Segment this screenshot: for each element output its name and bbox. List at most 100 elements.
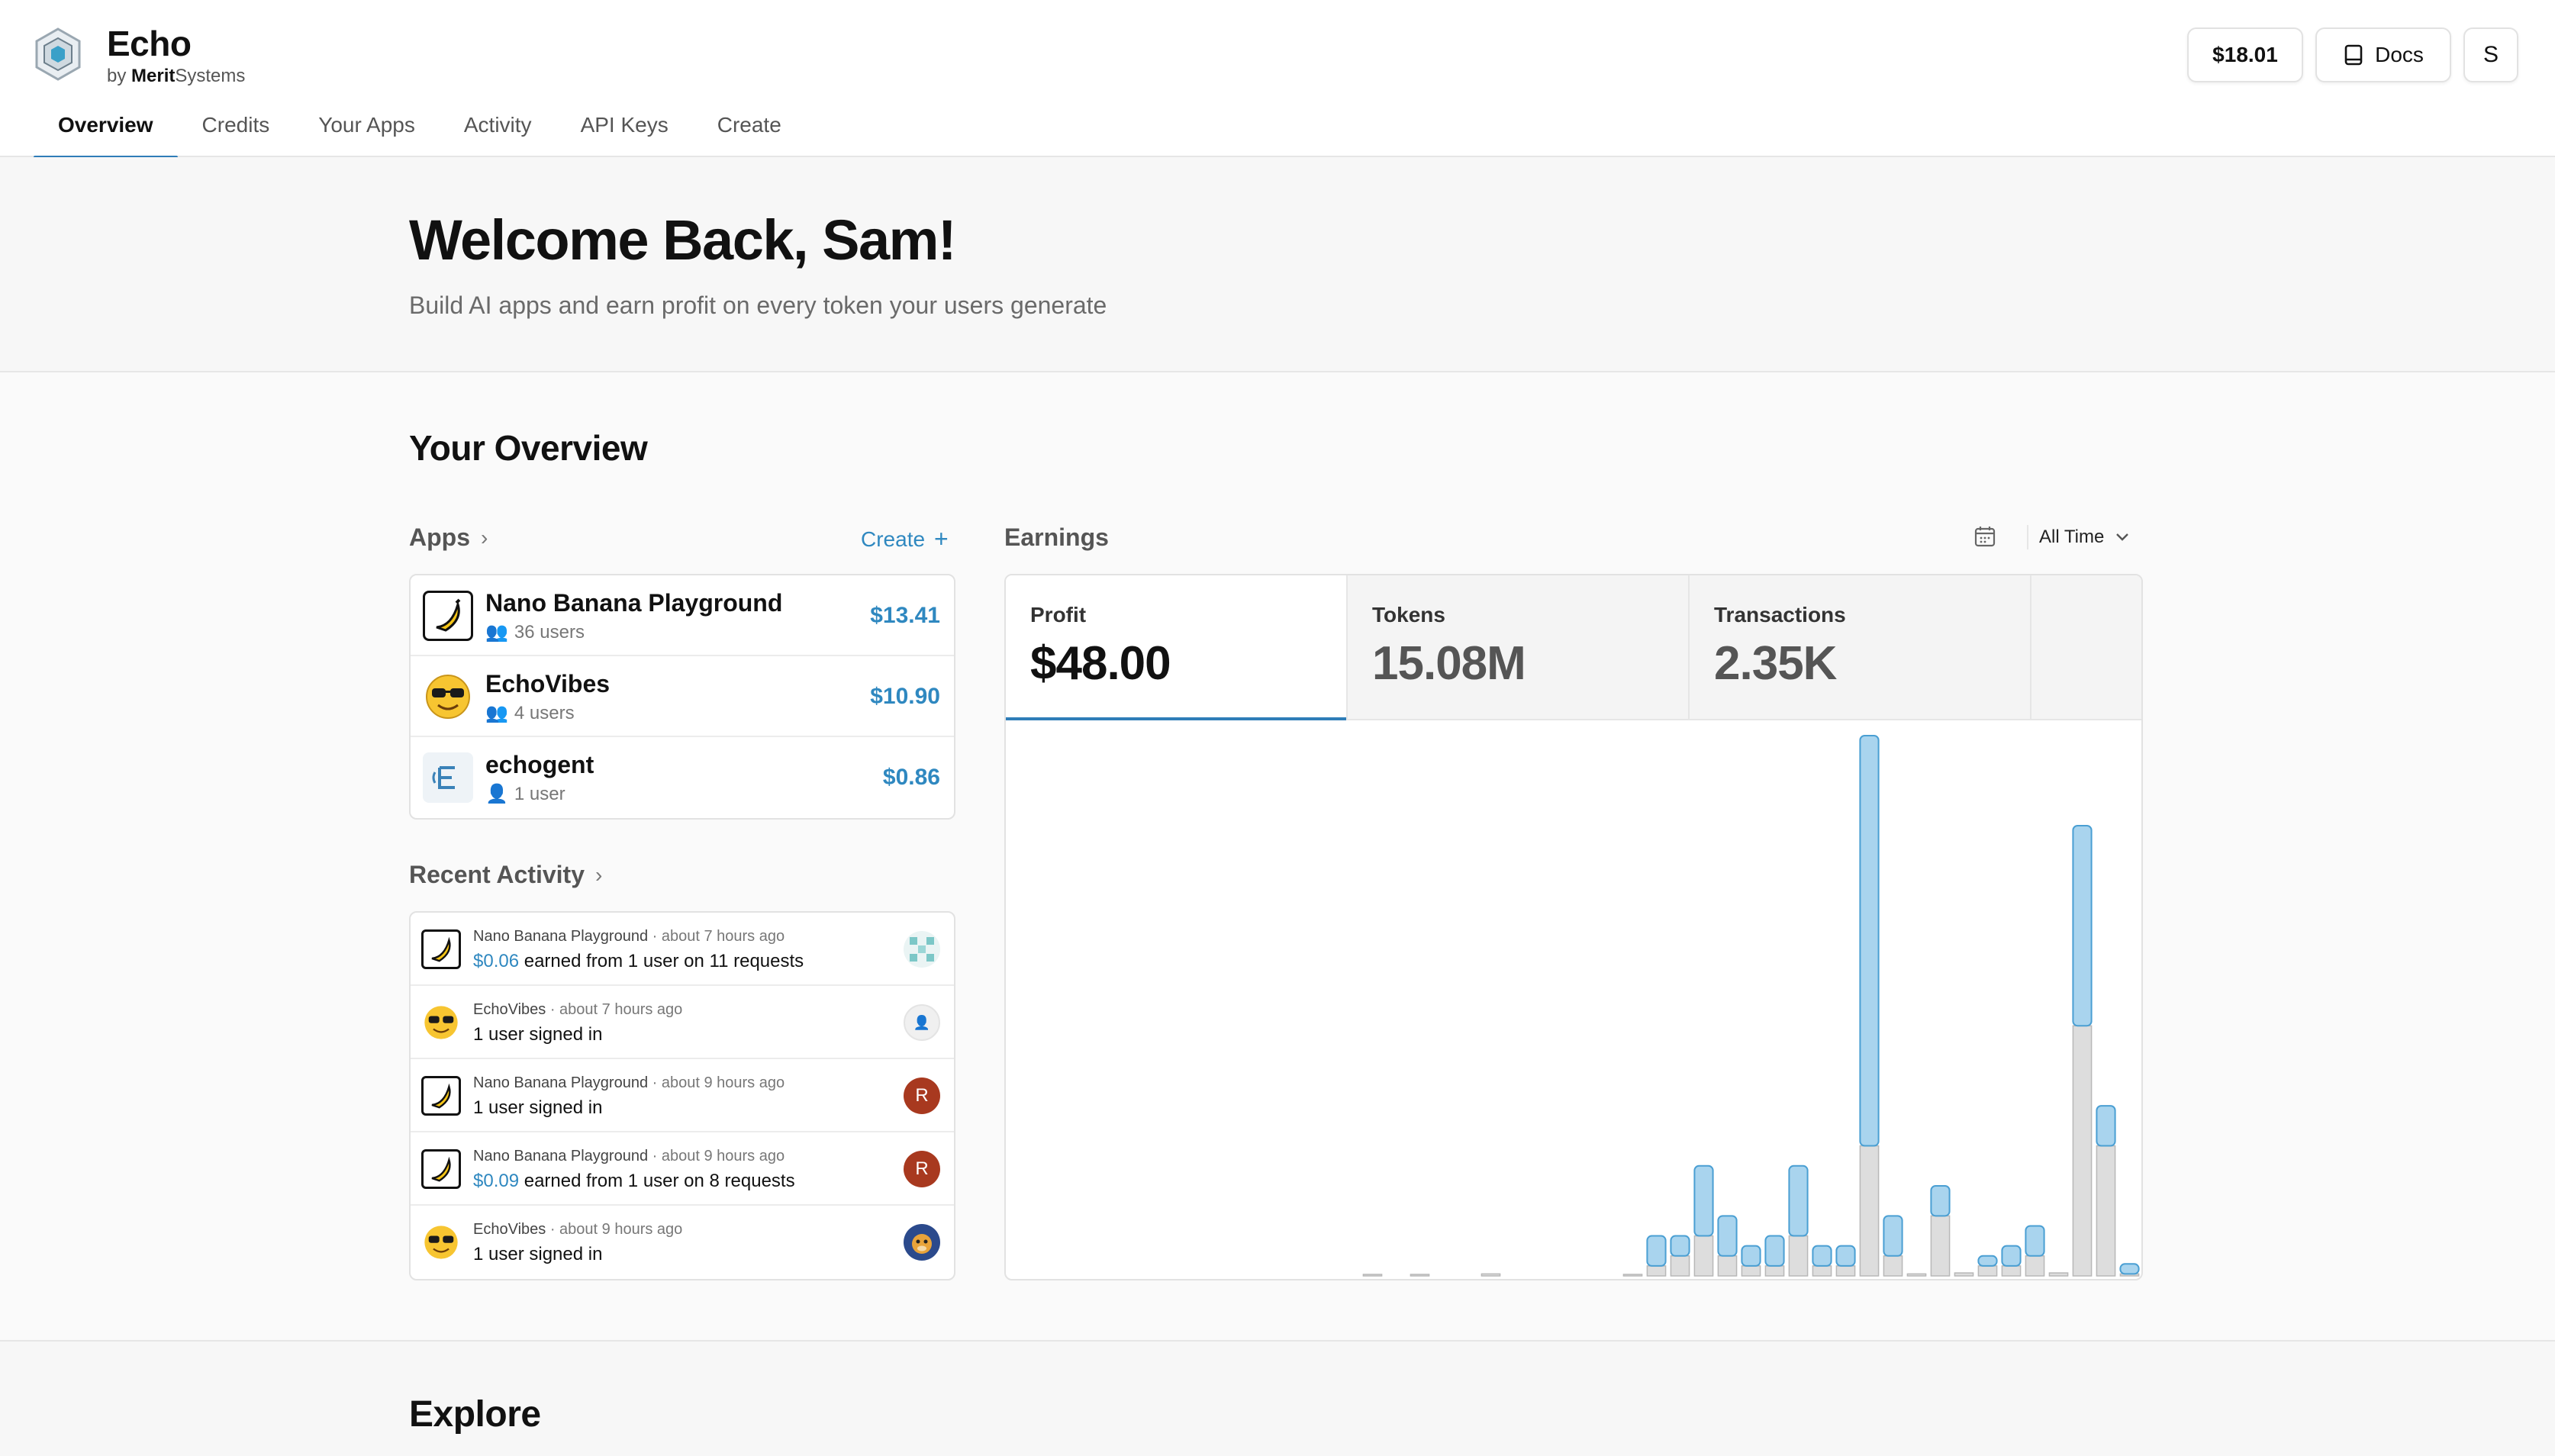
bar-segment-base[interactable] bbox=[1977, 1265, 1998, 1277]
apps-list: Nano Banana Playground 👥 36 users $13.41 … bbox=[409, 574, 955, 820]
bar-segment-base[interactable] bbox=[1410, 1274, 1430, 1277]
activity-meta: Nano Banana Playground · about 9 hours a… bbox=[473, 1148, 785, 1164]
bar-segment-base[interactable] bbox=[1717, 1255, 1738, 1277]
bar-segment-profit[interactable] bbox=[1812, 1245, 1832, 1267]
bar-segment-profit[interactable] bbox=[2119, 1263, 2140, 1275]
plus-icon: + bbox=[934, 525, 949, 552]
users-icon: 👥 bbox=[485, 622, 508, 643]
user-placeholder-avatar[interactable]: 👤 bbox=[904, 1004, 940, 1041]
earnings-card: Profit $48.00 Tokens 15.08M Transactions… bbox=[1004, 574, 2143, 1280]
balance-button[interactable]: $18.01 bbox=[2187, 27, 2303, 82]
activity-text: $0.09 earned from 1 user on 8 requests bbox=[473, 1171, 795, 1191]
bar-segment-base[interactable] bbox=[1906, 1273, 1927, 1277]
bar-segment-profit[interactable] bbox=[1764, 1235, 1785, 1267]
bar-segment-base[interactable] bbox=[2048, 1272, 2069, 1277]
apps-label: Apps bbox=[409, 523, 470, 551]
stat-tab-profit[interactable]: Profit $48.00 bbox=[1006, 575, 1348, 720]
banana-icon bbox=[421, 1076, 461, 1116]
bar-segment-profit[interactable] bbox=[2025, 1225, 2045, 1257]
bar-segment-base[interactable] bbox=[1954, 1272, 1974, 1277]
app-row[interactable]: Nano Banana Playground 👥 36 users $13.41 bbox=[411, 575, 954, 656]
app-row[interactable]: EchoVibes 👥 4 users $10.90 bbox=[411, 656, 954, 737]
stat-value: 15.08M bbox=[1372, 637, 1526, 690]
bar-segment-base[interactable] bbox=[1646, 1265, 1667, 1277]
pattern-avatar[interactable] bbox=[904, 931, 940, 968]
stat-tab-transactions[interactable]: Transactions 2.35K bbox=[1690, 575, 2031, 719]
chevron-down-icon bbox=[2116, 533, 2129, 541]
echo-logo-icon[interactable] bbox=[34, 27, 82, 81]
bar-segment-base[interactable] bbox=[1930, 1215, 1951, 1277]
bar-segment-base[interactable] bbox=[1788, 1235, 1809, 1277]
bar-segment-base[interactable] bbox=[1362, 1274, 1383, 1277]
stat-value: 2.35K bbox=[1714, 637, 1837, 690]
activity-row[interactable]: Nano Banana Playground · about 9 hours a… bbox=[411, 1132, 954, 1206]
bar-segment-profit[interactable] bbox=[1670, 1235, 1690, 1257]
sunglasses-smiley-icon bbox=[423, 672, 473, 722]
bar-segment-base[interactable] bbox=[1859, 1145, 1880, 1277]
stat-label: Profit bbox=[1030, 603, 1087, 627]
calendar-icon[interactable] bbox=[1973, 525, 1996, 548]
balance-value: $18.01 bbox=[2212, 43, 2278, 66]
recent-activity-link[interactable]: Recent Activity › bbox=[409, 861, 602, 889]
create-app-link[interactable]: Create + bbox=[861, 525, 949, 553]
bar-segment-profit[interactable] bbox=[1977, 1255, 1998, 1267]
app-name: echogent bbox=[485, 751, 594, 778]
activity-row[interactable]: EchoVibes · about 7 hours ago 1 user sig… bbox=[411, 986, 954, 1059]
user-avatar[interactable]: R bbox=[904, 1078, 940, 1114]
bar-segment-profit[interactable] bbox=[1835, 1245, 1856, 1267]
app-users: 👤 1 user bbox=[485, 783, 565, 805]
echogent-icon bbox=[423, 752, 473, 803]
bar-segment-base[interactable] bbox=[1622, 1274, 1643, 1277]
tab-your-apps[interactable]: Your Apps bbox=[318, 113, 415, 137]
bar-segment-profit[interactable] bbox=[1717, 1215, 1738, 1257]
bar-segment-profit[interactable] bbox=[1646, 1235, 1667, 1267]
bar-segment-profit[interactable] bbox=[2001, 1245, 2022, 1267]
activity-text: 1 user signed in bbox=[473, 1024, 603, 1045]
bar-segment-base[interactable] bbox=[1883, 1255, 1903, 1277]
bar-segment-profit[interactable] bbox=[1859, 735, 1880, 1147]
bar-segment-base[interactable] bbox=[1670, 1255, 1690, 1277]
explore-title: Explore bbox=[409, 1394, 541, 1435]
user-menu-button[interactable]: S bbox=[2463, 27, 2518, 82]
app-row[interactable]: echogent 👤 1 user $0.86 bbox=[411, 737, 954, 818]
bar-segment-profit[interactable] bbox=[1741, 1245, 1761, 1267]
tab-api-keys[interactable]: API Keys bbox=[580, 113, 669, 137]
create-label: Create bbox=[861, 527, 926, 551]
bar-segment-base[interactable] bbox=[2025, 1255, 2045, 1277]
monkey-avatar[interactable] bbox=[904, 1224, 940, 1261]
bar-segment-profit[interactable] bbox=[1788, 1164, 1809, 1237]
user-avatar[interactable]: R bbox=[904, 1151, 940, 1187]
bar-segment-base[interactable] bbox=[1480, 1273, 1501, 1277]
bar-segment-profit[interactable] bbox=[1693, 1164, 1714, 1237]
activity-row[interactable]: EchoVibes · about 9 hours ago 1 user sig… bbox=[411, 1206, 954, 1279]
bar-segment-base[interactable] bbox=[2072, 1025, 2093, 1277]
activity-list: Nano Banana Playground · about 7 hours a… bbox=[409, 911, 955, 1280]
bar-segment-base[interactable] bbox=[1764, 1265, 1785, 1277]
bar-segment-base[interactable] bbox=[1741, 1265, 1761, 1277]
bar-segment-base[interactable] bbox=[2096, 1145, 2116, 1277]
bar-segment-base[interactable] bbox=[2001, 1265, 2022, 1277]
bar-segment-profit[interactable] bbox=[1930, 1185, 1951, 1217]
bar-segment-profit[interactable] bbox=[1883, 1215, 1903, 1257]
bar-segment-profit[interactable] bbox=[2072, 825, 2093, 1027]
stat-tabs-filler bbox=[2031, 575, 2141, 719]
brand-name[interactable]: Echo bbox=[107, 24, 192, 63]
tab-create[interactable]: Create bbox=[717, 113, 781, 137]
bar-segment-base[interactable] bbox=[1812, 1265, 1832, 1277]
bar-segment-base[interactable] bbox=[1835, 1265, 1856, 1277]
bar-segment-base[interactable] bbox=[1693, 1235, 1714, 1277]
apps-section-link[interactable]: Apps › bbox=[409, 523, 488, 552]
users-icon: 👤 bbox=[485, 784, 508, 804]
time-range-select[interactable]: All Time bbox=[2027, 525, 2130, 549]
activity-row[interactable]: Nano Banana Playground · about 9 hours a… bbox=[411, 1059, 954, 1132]
bar-segment-profit[interactable] bbox=[2096, 1105, 2116, 1147]
banana-icon bbox=[423, 591, 473, 641]
main-tabs: Overview Credits Your Apps Activity API … bbox=[34, 101, 806, 159]
tab-overview[interactable]: Overview bbox=[34, 101, 178, 159]
tab-activity[interactable]: Activity bbox=[463, 113, 532, 137]
stat-tab-tokens[interactable]: Tokens 15.08M bbox=[1348, 575, 1690, 719]
activity-row[interactable]: Nano Banana Playground · about 7 hours a… bbox=[411, 913, 954, 986]
book-icon bbox=[2344, 44, 2363, 66]
tab-credits[interactable]: Credits bbox=[201, 113, 270, 137]
docs-button[interactable]: Docs bbox=[2315, 27, 2451, 82]
